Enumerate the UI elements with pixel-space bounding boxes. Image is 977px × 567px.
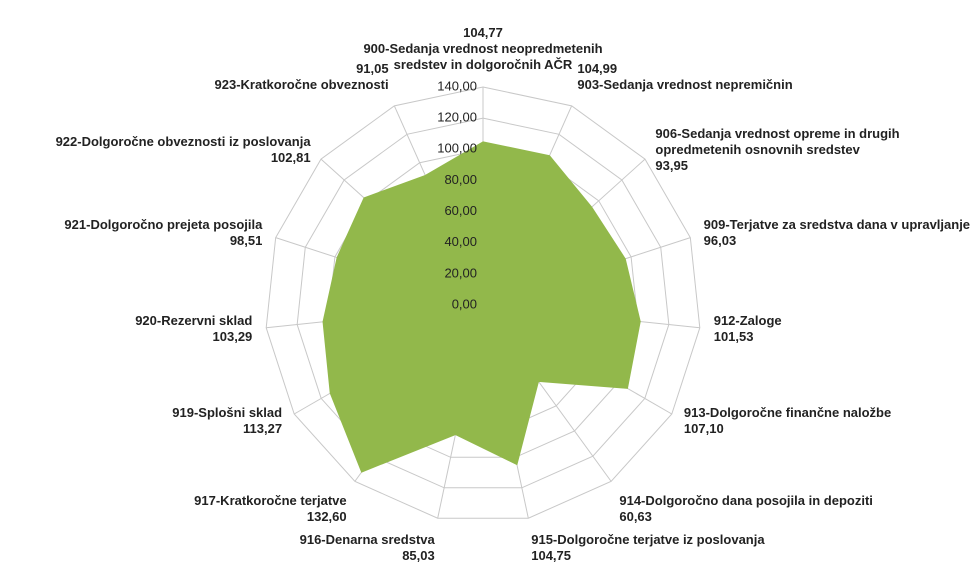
category-label-group: 91,05 923-Kratkoročne obveznosti bbox=[109, 61, 389, 93]
tick-label: 20,00 bbox=[444, 265, 477, 280]
category-label-group: 104,99 903-Sedanja vrednost nepremičnin bbox=[577, 61, 857, 93]
category-label: 921-Dolgoročno prejeta posojila bbox=[64, 217, 263, 233]
tick-label: 60,00 bbox=[444, 203, 477, 218]
value-label: 91,05 bbox=[356, 61, 389, 77]
category-label: 917-Kratkoročne terjatve bbox=[194, 492, 347, 508]
category-label: 900-Sedanja vrednost neopredmetenih sred… bbox=[363, 41, 603, 72]
value-label: 104,75 bbox=[531, 547, 571, 563]
value-label: 60,63 bbox=[619, 508, 652, 524]
category-label: 903-Sedanja vrednost nepremičnin bbox=[577, 77, 793, 93]
value-label: 85,03 bbox=[402, 547, 435, 563]
category-label-group: 104,77 900-Sedanja vrednost neopredmeteni… bbox=[343, 25, 623, 73]
category-label: 913-Dolgoročne finančne naložbe bbox=[683, 405, 892, 420]
grid-ring bbox=[265, 86, 701, 519]
category-label: 912-Zaloge bbox=[713, 313, 782, 329]
tick-label: 140,00 bbox=[437, 78, 477, 93]
category-label-group: 915-Dolgoročne terjatve iz poslovanja 104… bbox=[531, 532, 811, 564]
category-label-group: 906-Sedanja vrednost opreme in drugih op… bbox=[655, 126, 935, 174]
value-label: 104,77 bbox=[463, 25, 503, 40]
value-label: 113,27 bbox=[243, 421, 283, 436]
value-label: 132,60 bbox=[306, 508, 347, 524]
category-label: 922-Dolgoročne obveznosti iz poslovanja bbox=[55, 133, 311, 149]
category-label: 923-Kratkoročne obveznosti bbox=[214, 77, 389, 93]
value-label: 104,99 bbox=[577, 61, 618, 77]
category-label-group: 917-Kratkoročne terjatve 132,60 bbox=[67, 492, 347, 525]
tick-label: 0,00 bbox=[452, 296, 477, 311]
value-label: 107,10 bbox=[683, 421, 724, 436]
value-label: 101,53 bbox=[713, 329, 754, 345]
category-label: 916-Denarna sredstva bbox=[299, 531, 435, 547]
value-label: 102,81 bbox=[270, 149, 311, 165]
tick-label: 80,00 bbox=[444, 172, 477, 187]
category-label-group: 919-Splošni sklad 113,27 bbox=[2, 405, 282, 437]
value-label: 98,51 bbox=[229, 233, 263, 249]
category-label-group: 921-Dolgoročno prejeta posojila 98,51 bbox=[0, 217, 262, 249]
category-label-group: 913-Dolgoročne finančne naložbe 107,10 bbox=[684, 405, 964, 437]
category-label-group: 909-Terjatve za sredstva dana v upravlja… bbox=[704, 217, 977, 249]
category-label: 914-Dolgoročno dana posojila in depoziti bbox=[619, 492, 873, 508]
category-label-group: 912-Zaloge 101,53 bbox=[714, 313, 977, 345]
category-label: 919-Splošni sklad bbox=[172, 405, 283, 420]
category-label: 915-Dolgoročne terjatve iz poslovanja bbox=[531, 531, 765, 547]
category-label: 920-Rezervni sklad bbox=[135, 313, 253, 329]
category-label: 906-Sedanja vrednost opreme in drugih op… bbox=[655, 125, 900, 157]
value-label: 103,29 bbox=[212, 329, 253, 345]
category-label-group: 920-Rezervni sklad 103,29 bbox=[0, 313, 252, 345]
tick-label: 40,00 bbox=[444, 234, 477, 249]
tick-label: 120,00 bbox=[437, 110, 477, 125]
grid-ring bbox=[296, 117, 670, 489]
category-label-group: 922-Dolgoročne obveznosti iz poslovanja 1… bbox=[31, 134, 311, 166]
value-label: 93,95 bbox=[655, 157, 688, 173]
category-label: 909-Terjatve za sredstva dana v upravlja… bbox=[703, 217, 971, 233]
data-area bbox=[322, 141, 641, 473]
category-label-group: 916-Denarna sredstva 85,03 bbox=[155, 532, 435, 564]
category-label-group: 914-Dolgoročno dana posojila in depoziti… bbox=[619, 493, 899, 525]
tick-label: 100,00 bbox=[437, 141, 477, 156]
value-label: 96,03 bbox=[703, 233, 737, 249]
